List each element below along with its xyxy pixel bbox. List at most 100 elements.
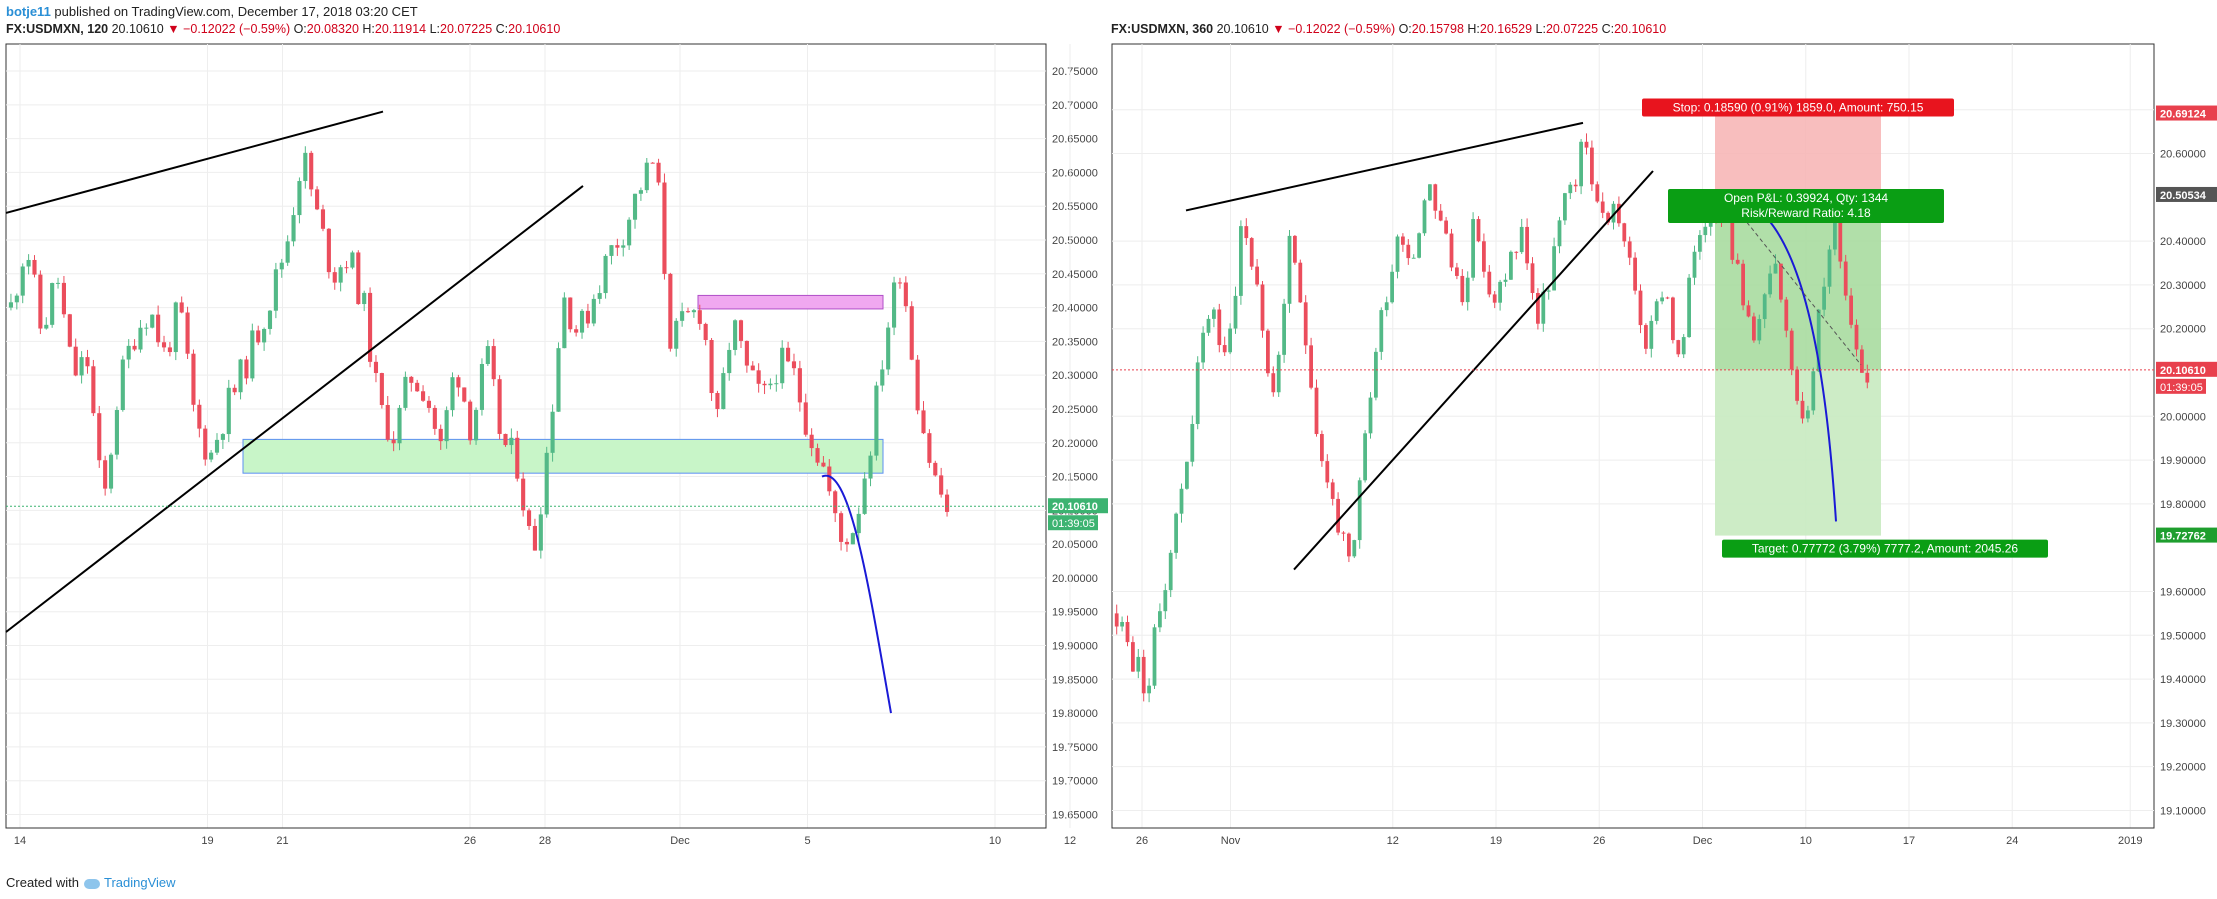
candle-body [1131, 642, 1135, 672]
candle-body [1546, 290, 1551, 292]
candle-body [1784, 299, 1789, 331]
target-label: Target: 0.77772 (3.79%) 7777.2, Amount: … [1752, 542, 2019, 556]
candle-body [809, 434, 814, 449]
candle-body [120, 359, 125, 411]
right-last: 20.10610 [1216, 22, 1269, 36]
y-tick-label: 20.05000 [1052, 539, 1098, 551]
candle-body [1217, 309, 1222, 346]
y-tick-label: 20.00000 [1052, 573, 1098, 585]
candle-body [468, 401, 473, 441]
position-trade-line [1724, 194, 1862, 366]
tradingview-brand-link[interactable]: TradingView [104, 875, 176, 890]
candle-body [1465, 277, 1470, 303]
left-high: 20.11914 [374, 22, 427, 36]
candle-body [597, 293, 602, 299]
author-link[interactable]: botje11 [6, 4, 51, 19]
candle-body [1660, 297, 1664, 302]
y-tick-label: 19.20000 [2160, 762, 2206, 774]
candle-body [103, 460, 108, 489]
current-price-badge [2156, 361, 2217, 377]
trendline [1185, 121, 1584, 212]
target-price-badge [2156, 527, 2217, 543]
candle-body [903, 282, 908, 307]
candle-body [1341, 532, 1346, 534]
x-tick-label: 17 [1903, 835, 1915, 847]
candle-body [473, 409, 479, 441]
candle-body [621, 245, 626, 248]
candle-body [1195, 362, 1200, 424]
left-chart[interactable]: 20.75000 20.70000 20.65000 20.60000 20.55000… [0, 40, 1108, 866]
candle-body [126, 345, 131, 360]
candle-body [892, 282, 897, 328]
y-tick-label: 20.55000 [1052, 201, 1098, 213]
candle-body [1368, 397, 1373, 434]
candle-body [780, 347, 785, 384]
candle-body [26, 259, 31, 267]
candle-body [833, 491, 838, 514]
pnl-label: Open P&L: 0.39924, Qty: 1344 [1724, 191, 1888, 205]
target-label-box [1722, 539, 2048, 558]
x-tick-label: 10 [1800, 835, 1812, 847]
candle-body [1325, 461, 1330, 483]
candle-body [1141, 656, 1146, 694]
candle-body [1498, 281, 1502, 303]
candle-body [338, 267, 343, 283]
y-tick-label: 19.60000 [2160, 586, 2206, 598]
candle-body [1428, 184, 1432, 201]
down-triangle-icon: ▼ [167, 22, 180, 36]
x-tick-label: 19 [201, 835, 213, 847]
candle-body [214, 439, 220, 453]
publish-header: botje11 published on TradingView.com, De… [6, 4, 418, 19]
candle-body [73, 346, 78, 376]
candle-body [1795, 369, 1799, 401]
candle-body [368, 292, 373, 362]
y-tick-label: 20.25000 [1052, 404, 1098, 416]
y-tick-label: 20.30000 [2160, 280, 2206, 292]
candle-body [1617, 203, 1621, 224]
x-tick-label: 12 [1064, 835, 1076, 847]
candle-body [1384, 302, 1389, 311]
y-tick-label: 19.70000 [1052, 776, 1098, 788]
candle-body [856, 513, 861, 534]
candle-body [803, 402, 808, 435]
candle-body [1519, 226, 1524, 253]
x-tick-label: 2019 [2118, 835, 2142, 847]
candle-body [1303, 302, 1308, 346]
y-tick-label: 19.90000 [2160, 455, 2206, 467]
trendline [5, 185, 584, 633]
trendline [5, 110, 384, 214]
candle-body [1600, 201, 1605, 213]
right-chart[interactable]: 20.7000020.6000020.4000020.3000020.20000… [1108, 40, 2217, 866]
candle-body [456, 377, 461, 388]
candle-body [1563, 193, 1567, 221]
x-tick-label: 26 [1136, 835, 1148, 847]
candle-body [256, 330, 261, 343]
candle-body [1449, 233, 1454, 268]
candle-body [1314, 387, 1319, 435]
x-tick-label: 28 [539, 835, 551, 847]
candle-body [532, 525, 537, 551]
candle-body [55, 282, 61, 284]
candle-body [1185, 461, 1189, 489]
candle-body [415, 382, 420, 392]
candle-body [1239, 226, 1243, 296]
right-symbol-legend: FX:USDMXN, 360 20.10610 ▼ −0.12022 (−0.5… [1111, 22, 1667, 36]
candle-body [61, 282, 66, 315]
candle-body [1417, 233, 1421, 258]
candle-body [285, 241, 290, 263]
candle-body [150, 314, 155, 328]
candle-body [279, 262, 284, 270]
candle-body [267, 310, 273, 329]
left-symbol: FX:USDMXN, 120 [6, 22, 109, 36]
y-tick-label: 20.75000 [1052, 66, 1098, 78]
candle-body [733, 320, 738, 350]
candle-body [544, 452, 549, 515]
candle-body [138, 327, 143, 350]
candle-body [1800, 400, 1805, 419]
left-open: 20.08320 [306, 22, 359, 36]
candle-body [609, 245, 614, 256]
candle-body [709, 339, 714, 394]
candle-body [1606, 212, 1610, 223]
candle-body [738, 320, 744, 341]
candle-body [668, 273, 673, 349]
